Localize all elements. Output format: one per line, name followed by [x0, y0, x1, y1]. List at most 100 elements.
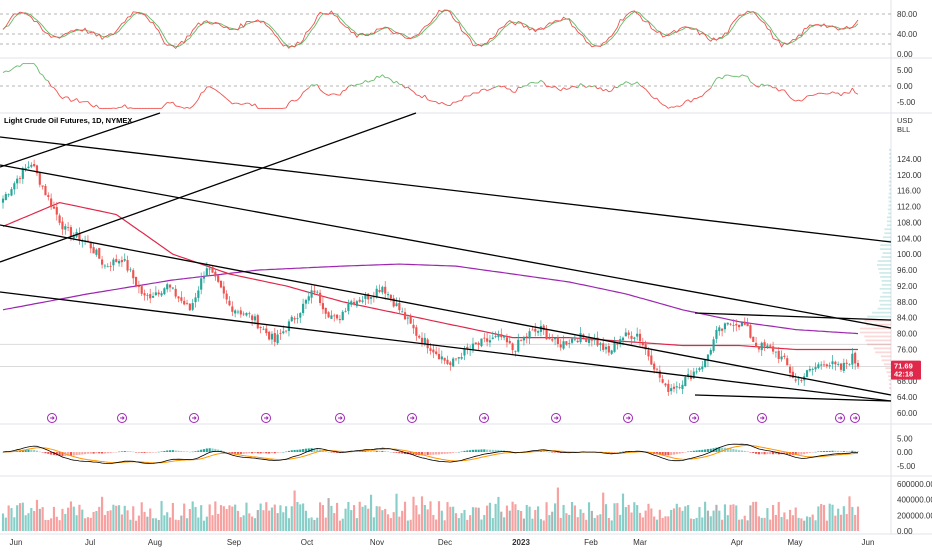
macd-histogram-bar — [262, 452, 264, 453]
candle-body — [344, 311, 346, 312]
volume-bar — [189, 509, 191, 531]
macd-histogram-bar — [90, 452, 92, 454]
macd-histogram-bar — [73, 452, 75, 456]
macd-histogram-bar — [469, 450, 471, 452]
macd-histogram-bar — [265, 452, 267, 453]
volume-profile-bar — [860, 332, 891, 334]
candle-body — [483, 338, 485, 339]
volume-bar — [789, 510, 791, 531]
volume-bar — [560, 518, 562, 531]
volume-bar — [149, 508, 151, 531]
volume-bar — [577, 517, 579, 531]
volume-bar — [381, 510, 383, 531]
macd-histogram-bar — [446, 452, 448, 454]
candle-body — [339, 319, 341, 320]
volume-bar — [268, 511, 270, 531]
momentum-segment — [530, 82, 533, 83]
volume-bar — [180, 516, 182, 531]
candle-body — [311, 290, 313, 297]
volume-bar — [251, 517, 253, 531]
volume-bar — [763, 518, 765, 531]
macd-histogram-bar — [664, 452, 666, 455]
volume-bar — [766, 508, 768, 531]
volume-bar — [217, 514, 219, 531]
macd-histogram-bar — [192, 452, 194, 453]
volume-bar — [415, 505, 417, 531]
volume-bar — [480, 519, 482, 531]
volume-bar — [285, 506, 287, 531]
candle-body — [509, 341, 511, 343]
volume-bar — [857, 507, 859, 531]
macd-histogram-bar — [93, 452, 95, 454]
volume-bar — [50, 518, 52, 531]
macd-histogram-bar — [279, 452, 281, 453]
candle-body — [749, 325, 751, 338]
volume-bar — [308, 518, 310, 531]
candle-body — [446, 360, 448, 364]
macd-histogram-bar — [755, 452, 757, 454]
volume-bar — [194, 507, 196, 531]
stochastic-tick-label: 80.00 — [897, 10, 918, 19]
volume-bar — [778, 502, 780, 531]
candle-body — [806, 370, 808, 377]
candle-body — [506, 337, 508, 342]
volume-bar — [642, 517, 644, 531]
candle-body — [387, 294, 389, 295]
volume-profile-bar — [882, 284, 891, 286]
volume-bar — [175, 520, 177, 531]
volume-bar — [390, 518, 392, 531]
candle-body — [152, 296, 154, 298]
candle-body — [237, 312, 239, 313]
macd-histogram-bar — [248, 452, 250, 453]
macd-histogram-bar — [81, 452, 83, 455]
candle-body — [231, 306, 233, 311]
candle-body — [718, 327, 720, 331]
volume-bar — [582, 513, 584, 531]
candle-body — [834, 362, 836, 364]
volume-bar — [25, 515, 27, 531]
macd-histogram-bar — [763, 452, 765, 454]
volume-bar — [209, 504, 211, 531]
macd-histogram-bar — [180, 451, 182, 452]
candle-body — [684, 377, 686, 386]
candle-body — [676, 386, 678, 387]
macd-histogram-bar — [138, 452, 140, 453]
macd-histogram-bar — [98, 452, 100, 453]
volume-bar — [282, 512, 284, 531]
volume-bar — [653, 516, 655, 531]
candle-body — [698, 368, 700, 370]
volume-bar — [840, 515, 842, 531]
candle-body — [39, 172, 41, 184]
candle-body — [523, 337, 525, 340]
volume-tick-label: 400000.00 — [897, 496, 932, 505]
volume-bar — [744, 516, 746, 531]
candle-body — [47, 195, 49, 197]
volume-bar — [271, 508, 273, 531]
volume-bar — [243, 515, 245, 531]
volume-profile-bar — [880, 248, 891, 250]
volume-bar — [211, 515, 213, 531]
macd-histogram-bar — [271, 452, 273, 453]
volume-profile-bar — [882, 292, 891, 294]
volume-bar — [81, 510, 83, 531]
macd-histogram-bar — [206, 449, 208, 452]
candle-body — [56, 207, 58, 214]
candle-body — [778, 351, 780, 359]
macd-histogram-bar — [806, 452, 808, 453]
candle-body — [713, 339, 715, 351]
candle-body — [681, 385, 683, 389]
candle-body — [13, 183, 15, 189]
candle-body — [197, 290, 199, 297]
candle-body — [53, 207, 55, 209]
volume-profile-bar — [889, 185, 891, 187]
macd-histogram-bar — [483, 449, 485, 452]
candle-body — [135, 277, 137, 286]
candle-body — [189, 304, 191, 311]
volume-profile-bar — [874, 347, 891, 349]
macd-histogram-bar — [234, 452, 236, 454]
candle-body — [16, 179, 18, 184]
volume-bar — [500, 512, 502, 531]
time-tick-label: Apr — [731, 538, 744, 547]
